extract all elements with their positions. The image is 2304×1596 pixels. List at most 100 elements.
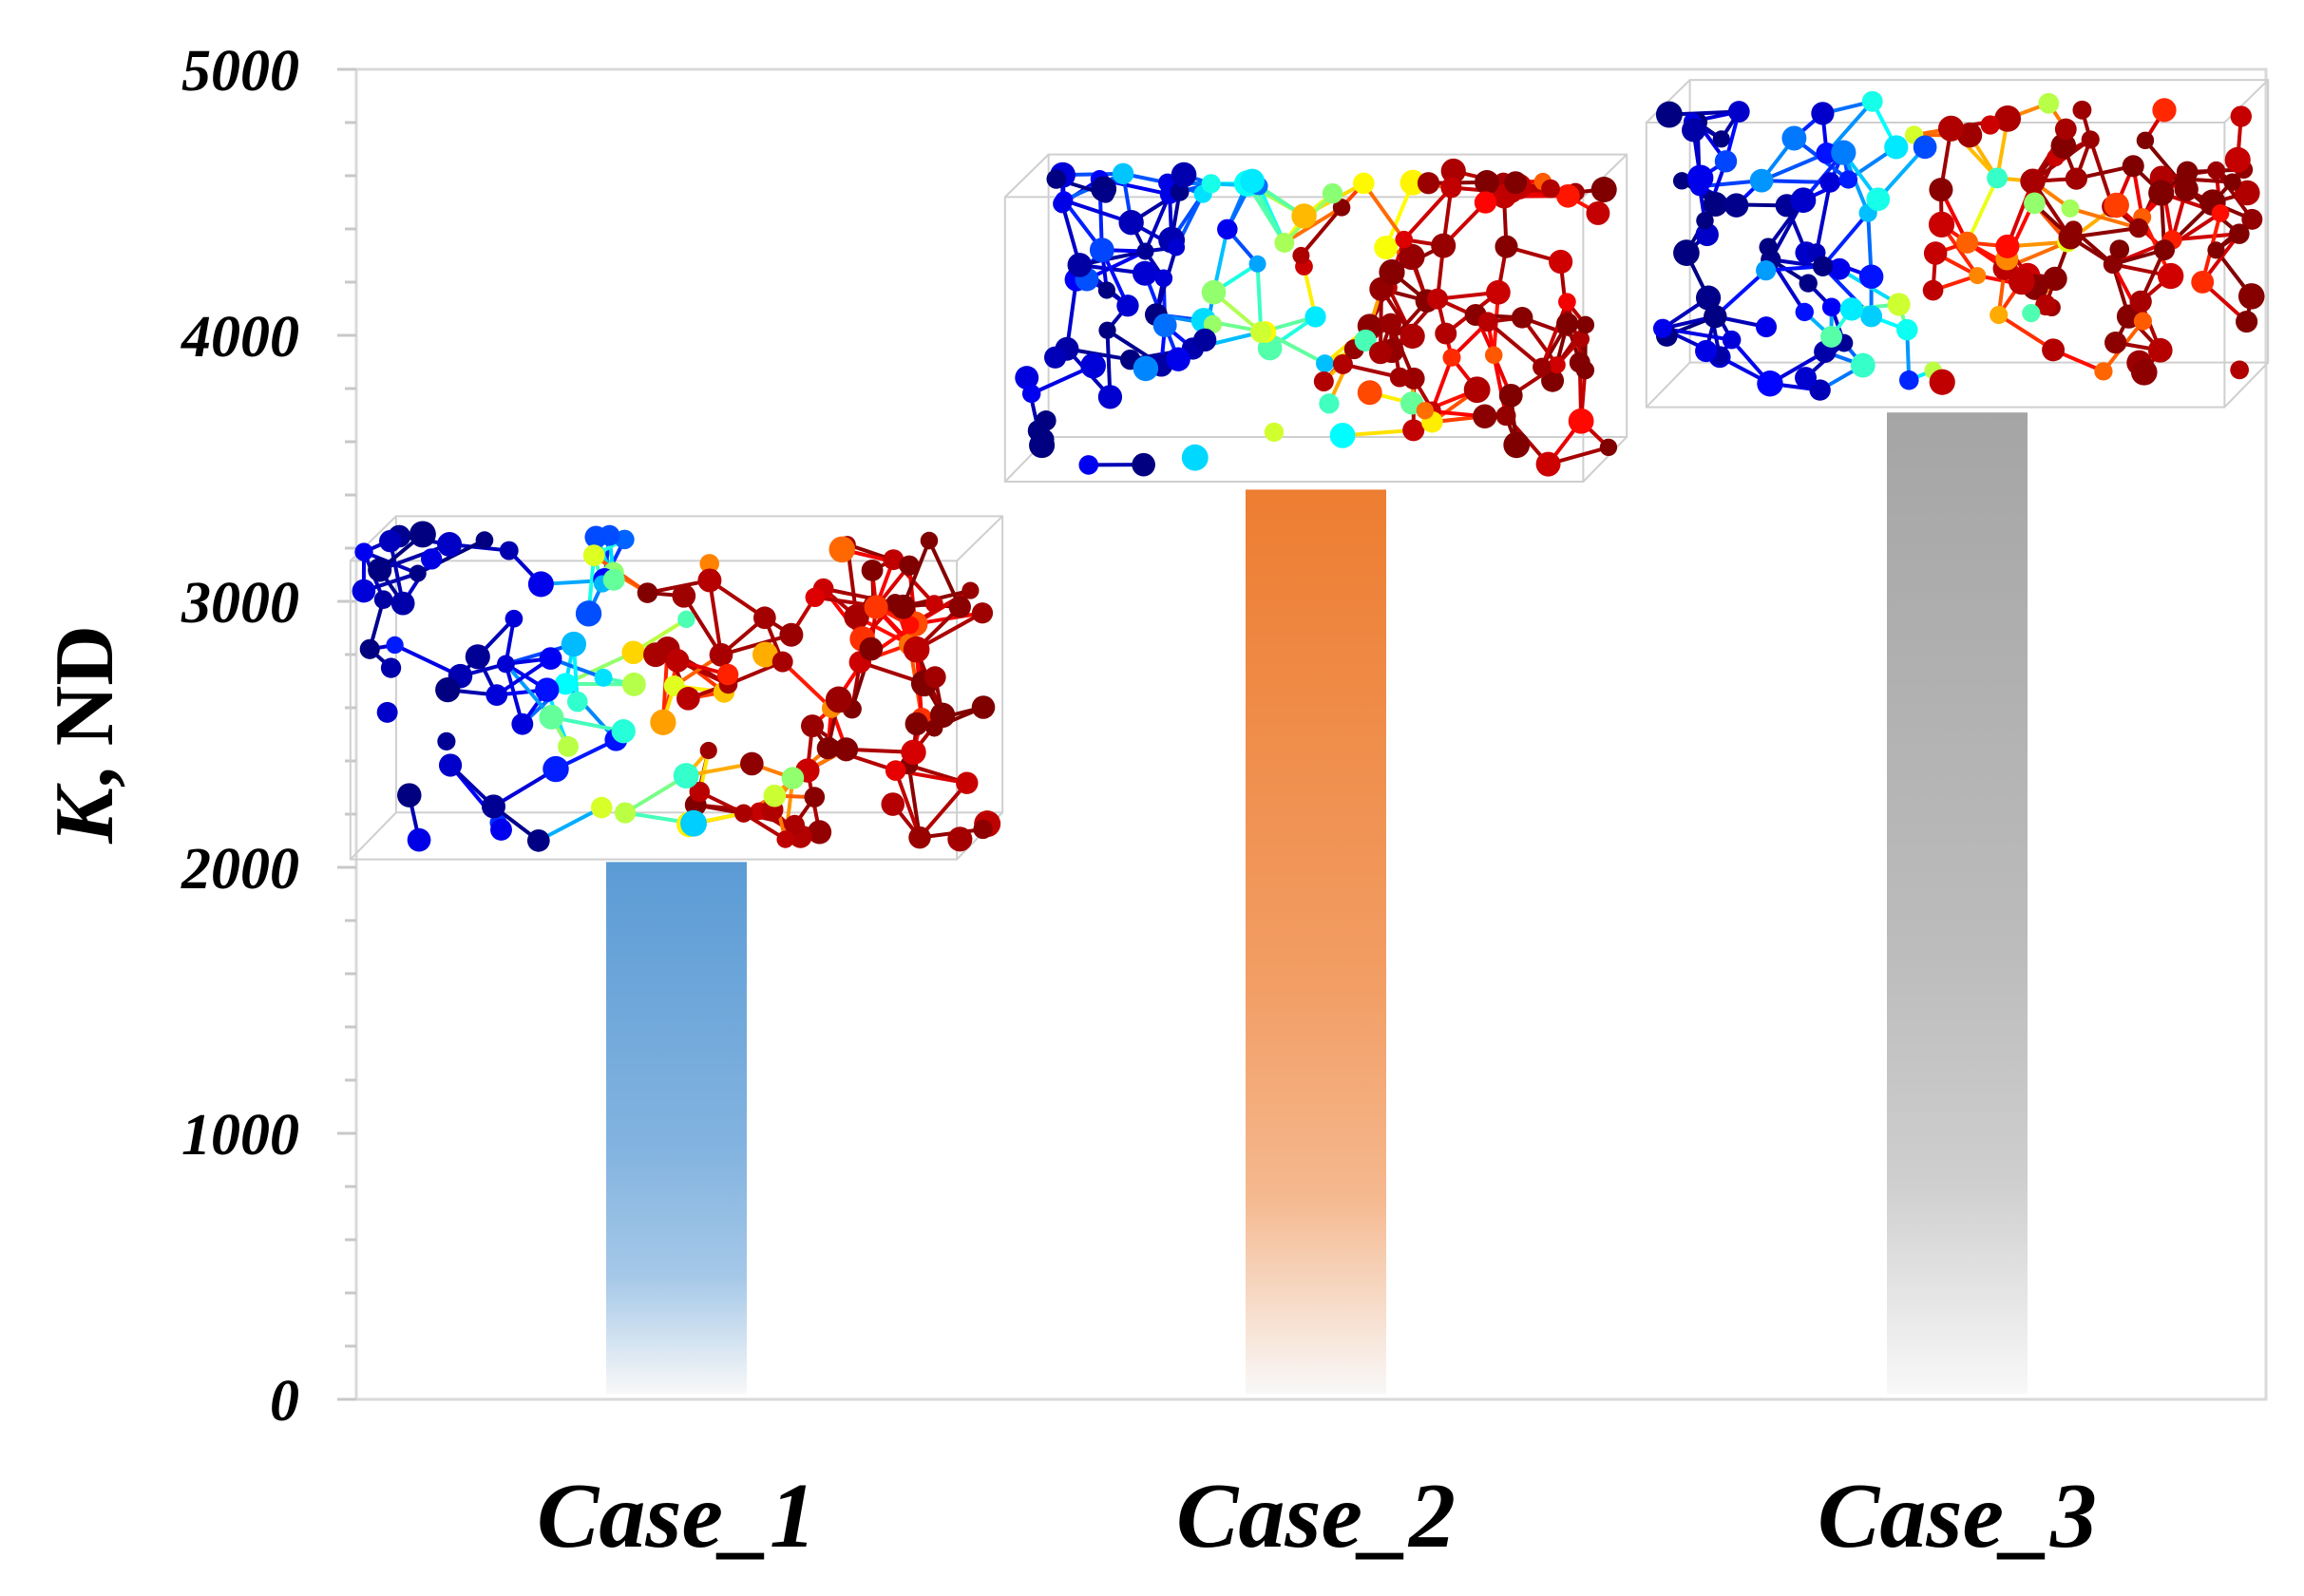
- inset-node: [1653, 319, 1672, 338]
- inset-node: [1217, 219, 1238, 240]
- inset-node: [2104, 332, 2126, 353]
- inset-node: [1929, 212, 1954, 238]
- inset-node: [1154, 270, 1172, 288]
- inset-node: [885, 760, 906, 781]
- inset-node: [583, 544, 605, 566]
- inset-node: [921, 532, 939, 550]
- inset-node: [1402, 419, 1424, 441]
- inset-node: [2066, 168, 2087, 190]
- inset-node: [437, 732, 455, 750]
- inset-node: [1512, 307, 1533, 329]
- x-tick-label: Case_3: [1818, 1465, 2097, 1568]
- inset-node: [1536, 452, 1561, 477]
- inset-node: [2009, 269, 2035, 295]
- inset-node: [1591, 177, 1617, 202]
- inset-node: [1369, 341, 1392, 364]
- inset-node: [1400, 324, 1424, 349]
- inset-node: [535, 677, 559, 701]
- inset-node: [2236, 311, 2257, 332]
- y-tick-label: 2000: [181, 837, 299, 902]
- inset-node: [972, 602, 993, 623]
- inset-node: [962, 582, 979, 599]
- inset-node: [1987, 167, 2008, 188]
- inset-node: [1240, 169, 1265, 194]
- inset-node: [1395, 231, 1413, 249]
- inset-node: [776, 830, 793, 847]
- inset-node: [1756, 260, 1776, 280]
- inset-node: [2072, 101, 2091, 120]
- inset-node: [408, 828, 431, 852]
- inset-node: [377, 702, 398, 723]
- inset-node: [2042, 338, 2065, 361]
- inset-node: [1860, 305, 1882, 327]
- inset-node: [1914, 136, 1937, 160]
- inset-node: [680, 810, 707, 837]
- inset-node: [782, 767, 805, 789]
- inset-node: [540, 647, 562, 670]
- inset-node: [891, 595, 916, 619]
- inset-node: [2094, 362, 2112, 380]
- inset-node: [1884, 135, 1908, 159]
- inset-node: [409, 521, 436, 547]
- inset-node: [622, 673, 646, 696]
- inset-node: [1811, 102, 1834, 124]
- inset-node: [437, 532, 462, 557]
- inset-node: [1314, 371, 1334, 391]
- inset-node: [901, 740, 925, 765]
- y-axis-title: K, ND: [39, 625, 131, 845]
- inset-node: [1374, 236, 1398, 259]
- inset-node: [1353, 173, 1375, 195]
- inset-node: [1136, 242, 1153, 259]
- inset-node: [621, 640, 645, 664]
- inset-node: [2231, 105, 2252, 126]
- inset-node: [2062, 200, 2080, 218]
- inset-node: [615, 802, 636, 823]
- inset-node: [779, 623, 803, 647]
- inset-node: [591, 797, 613, 819]
- bar-case-1: [606, 862, 747, 1394]
- inset-node: [2238, 283, 2265, 310]
- inset-node: [2207, 241, 2224, 258]
- inset-node: [409, 565, 427, 582]
- inset-node: [1323, 183, 1342, 203]
- inset-node: [1113, 163, 1133, 184]
- inset-node: [643, 642, 668, 667]
- inset-node: [1923, 280, 1944, 301]
- inset-node: [1866, 187, 1890, 211]
- inset-node: [1464, 376, 1491, 403]
- inset-node: [1820, 326, 1842, 348]
- inset-node: [2123, 155, 2144, 177]
- inset-node: [421, 548, 442, 569]
- inset-node: [1358, 380, 1382, 405]
- inset-node: [539, 705, 563, 730]
- inset-node: [1851, 353, 1876, 378]
- inset-node: [1687, 164, 1714, 191]
- inset-node: [2212, 204, 2230, 222]
- inset-node: [947, 826, 972, 851]
- inset-node: [1656, 102, 1683, 128]
- inset-node: [1068, 253, 1093, 277]
- inset-node: [1053, 194, 1072, 213]
- inset-node: [828, 537, 855, 563]
- inset-node: [466, 644, 490, 669]
- inset-node: [1431, 234, 1456, 258]
- inset-node: [925, 595, 943, 613]
- inset-node: [1292, 247, 1309, 264]
- inset-node: [817, 737, 839, 759]
- inset-node: [772, 652, 793, 673]
- inset-node: [1820, 172, 1840, 192]
- inset-node: [1495, 236, 1517, 258]
- inset-node: [527, 829, 550, 852]
- inset-node: [1380, 314, 1401, 334]
- inset-node: [1796, 303, 1814, 321]
- inset-node: [505, 610, 524, 628]
- inset-node: [1822, 297, 1841, 316]
- inset-node: [476, 531, 494, 549]
- y-tick-label: 1000: [181, 1103, 299, 1168]
- inset-node: [1202, 280, 1227, 305]
- inset-node: [1486, 280, 1511, 305]
- y-axis-title-rest: , ND: [39, 625, 131, 788]
- inset-node: [1427, 289, 1448, 310]
- x-tick-label: Case_2: [1176, 1465, 1456, 1568]
